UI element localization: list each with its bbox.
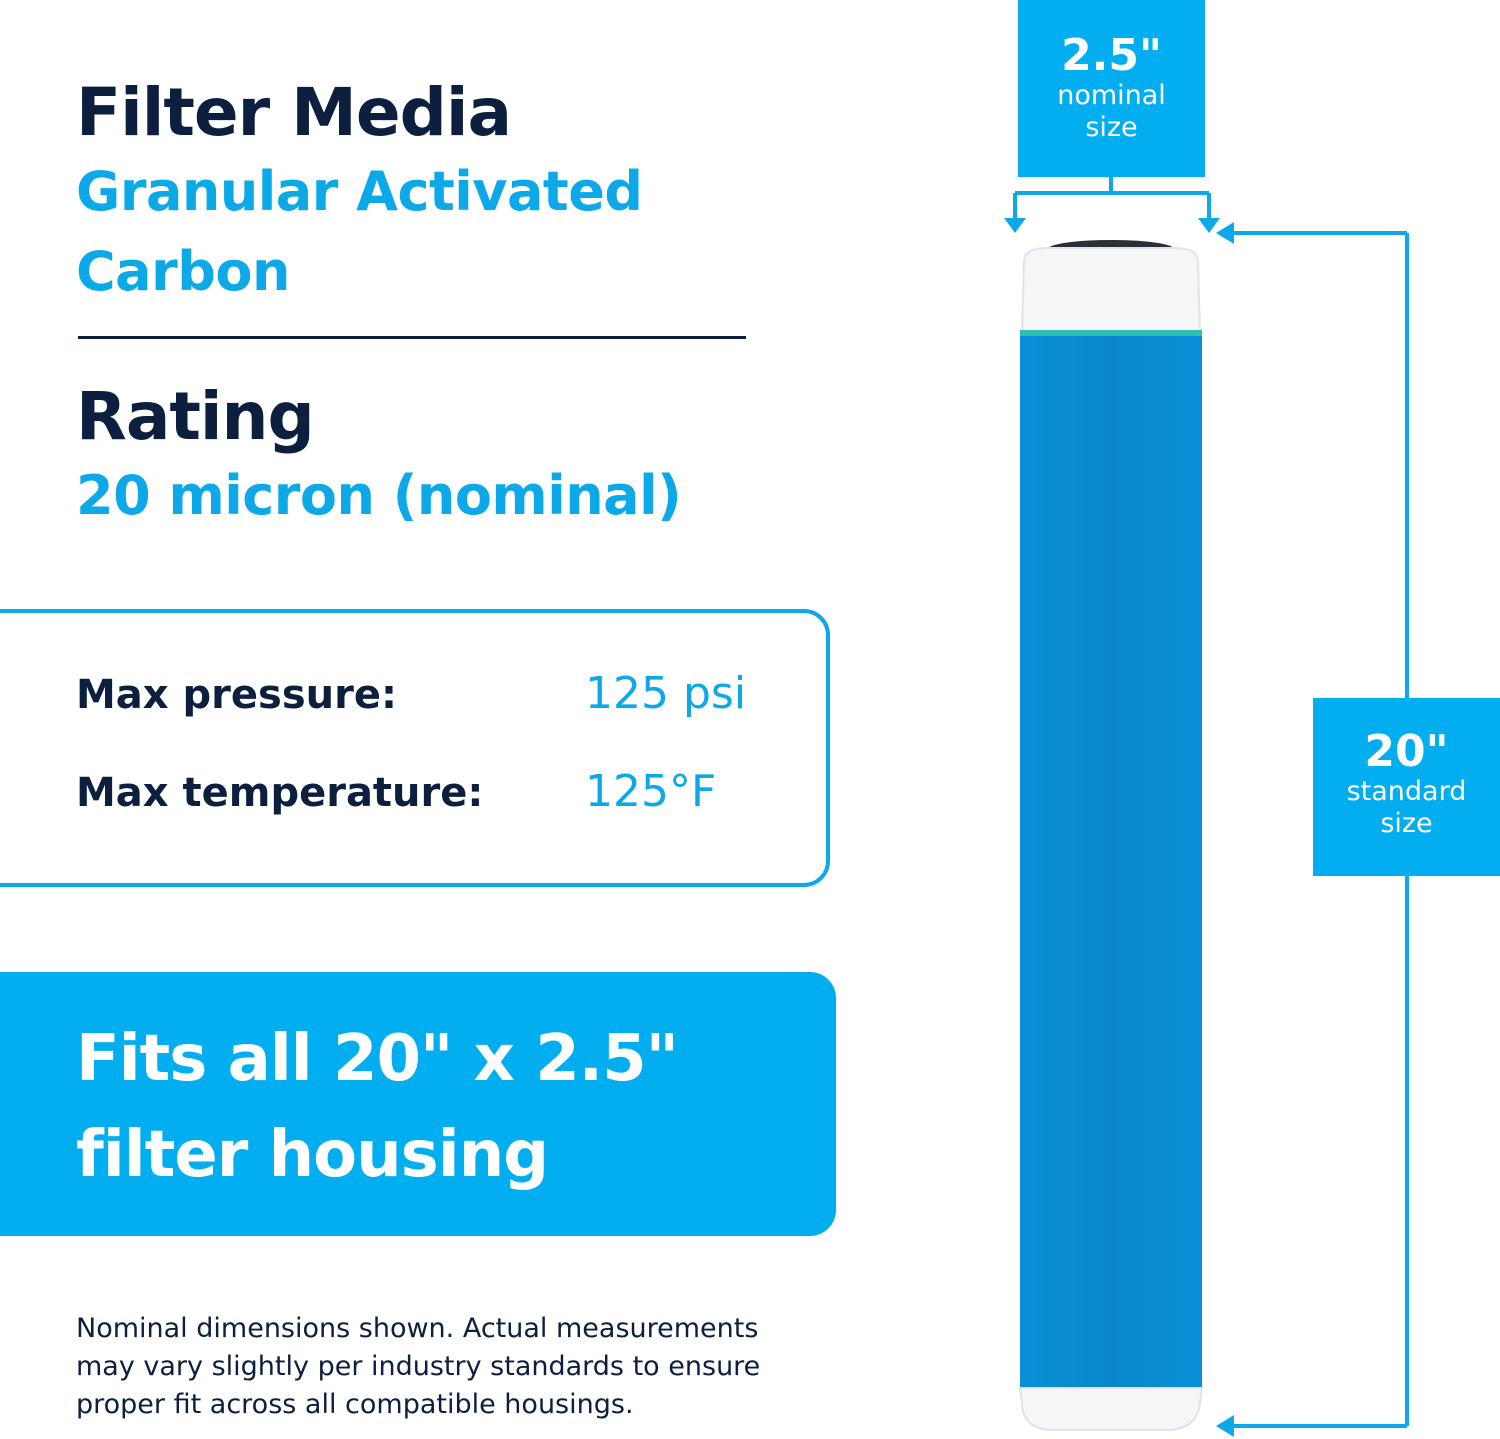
max-temperature-label: Max temperature:: [76, 770, 484, 816]
width-arrow-right-icon: [1198, 218, 1220, 233]
cartridge-top-seam: [1020, 330, 1202, 338]
width-dimension-line: [1013, 177, 1211, 222]
rating-value: 20 micron (nominal): [76, 464, 682, 527]
disclaimer-line-3: proper fit across all compatible housing…: [76, 1389, 634, 1420]
width-value: 2.5": [1061, 30, 1162, 81]
cartridge-bottom-cap: [1018, 1387, 1204, 1431]
max-pressure-label: Max pressure:: [76, 672, 397, 718]
fits-banner: [0, 972, 836, 1236]
disclaimer-line-2: may vary slightly per industry standards…: [76, 1351, 761, 1382]
filter-media-value-line-2: Carbon: [76, 240, 290, 303]
height-value: 20": [1364, 726, 1449, 777]
disclaimer-line-1: Nominal dimensions shown. Actual measure…: [76, 1313, 759, 1344]
cartridge-body: [1020, 336, 1202, 1392]
filter-cartridge: [1018, 240, 1204, 1431]
height-caption-line-1: standard: [1346, 776, 1467, 807]
cartridge-top-cap: [1020, 247, 1202, 335]
height-arrow-bottom-icon: [1216, 1415, 1234, 1437]
height-dimension-label: 20" standard size: [1313, 698, 1500, 876]
filter-media-value-line-1: Granular Activated: [76, 160, 643, 223]
width-dimension-label: 2.5" nominal size: [1018, 0, 1205, 177]
fits-banner-line-2: filter housing: [76, 1118, 549, 1192]
fits-banner-line-1: Fits all 20" x 2.5": [76, 1022, 679, 1096]
filter-media-heading: Filter Media: [76, 74, 512, 151]
width-arrow-left-icon: [1004, 218, 1026, 233]
max-temperature-value: 125°F: [585, 766, 717, 817]
section-divider: [78, 336, 746, 339]
rating-heading: Rating: [76, 378, 315, 455]
height-arrow-top-icon: [1216, 222, 1234, 244]
height-dimension-line: [1230, 231, 1409, 1428]
width-caption-line-2: size: [1085, 112, 1138, 143]
max-pressure-value: 125 psi: [585, 668, 747, 719]
specs-box: [0, 609, 830, 887]
height-caption-line-2: size: [1380, 808, 1433, 839]
width-caption-line-1: nominal: [1057, 80, 1166, 111]
